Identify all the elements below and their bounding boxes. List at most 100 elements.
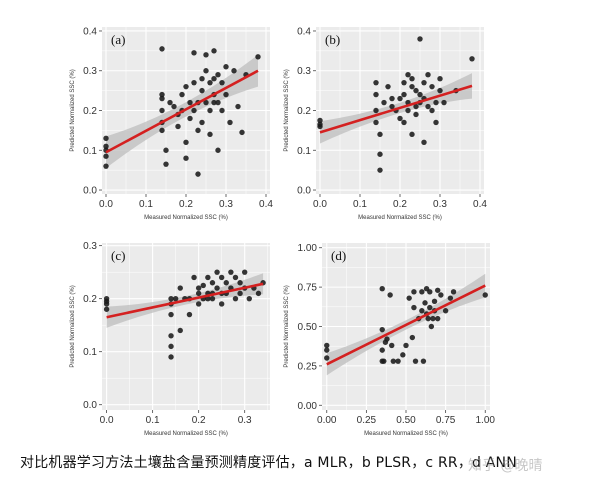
data-point (179, 91, 185, 98)
data-point (413, 87, 419, 94)
data-point (437, 75, 443, 82)
data-point (405, 107, 411, 114)
x-tick-label: 0.0 (313, 199, 327, 210)
data-point (406, 295, 412, 301)
y-tick-label: 0.0 (83, 400, 97, 411)
data-point (159, 107, 165, 114)
panel-a: 0.0 0.1 0.2 0.3 0.4 0.0 0.1 0.2 0.3 0.4 Measured N… (70, 26, 273, 221)
figure-caption: 对比机器学习方法土壤盐含量预测精度评估，a MLR，b PLSR，c RR，d … (20, 455, 517, 471)
data-point (223, 91, 229, 98)
panel-b: 0.0 0.1 0.2 0.3 0.4 0.0 0.1 0.2 0.3 0.4 Measured N… (284, 26, 487, 221)
data-point (417, 91, 423, 98)
data-point (168, 333, 174, 339)
data-point (437, 87, 443, 94)
y-tick-label: 0.3 (83, 241, 97, 252)
data-point (411, 289, 417, 295)
data-point (195, 127, 201, 134)
data-point (183, 139, 189, 146)
data-point (231, 68, 237, 74)
y-tick-label: 0.1 (83, 347, 97, 358)
data-point (255, 54, 261, 60)
data-point (433, 119, 439, 126)
y-tick-label: 0.3 (297, 66, 311, 77)
x-tick-label: 0.75 (436, 415, 456, 426)
x-tick-label: 0.3 (433, 199, 447, 210)
data-point (389, 95, 395, 102)
data-point (227, 119, 233, 126)
y-tick-label: 0.25 (298, 361, 318, 372)
data-point (218, 301, 225, 307)
data-point (199, 87, 205, 94)
data-point (199, 75, 205, 82)
data-point (379, 285, 385, 292)
data-point (409, 131, 415, 138)
data-point (215, 147, 221, 153)
data-point (405, 72, 411, 78)
data-point (200, 282, 206, 289)
x-tick-label: 0.2 (393, 199, 407, 210)
y-axis-label: Predicted Normalized SSC (%) (70, 285, 76, 367)
y-tick-label: 0.1 (83, 146, 97, 157)
data-point (187, 115, 193, 122)
data-point (219, 79, 225, 86)
panel-label: (b) (325, 32, 340, 47)
data-point (429, 107, 435, 114)
data-point (373, 107, 379, 114)
data-point (401, 79, 407, 86)
panel-label: (c) (111, 248, 125, 263)
data-point (400, 352, 406, 358)
data-point (427, 304, 433, 311)
data-point (191, 79, 197, 86)
data-point (163, 147, 169, 153)
data-point (103, 143, 109, 149)
data-point (223, 280, 229, 286)
data-point (417, 36, 423, 42)
data-point (469, 56, 475, 62)
data-point (167, 99, 173, 106)
y-tick-label: 0.0 (83, 186, 97, 197)
data-point (205, 274, 211, 281)
data-point (171, 103, 177, 110)
x-tick-label: 0.3 (219, 199, 233, 210)
data-point (168, 354, 174, 360)
data-point (373, 91, 379, 98)
panel-label: (d) (331, 248, 346, 263)
data-point (324, 355, 330, 361)
x-axis-label: Measured Normalized SSC (%) (144, 431, 228, 437)
data-point (172, 295, 179, 302)
data-point (228, 269, 234, 275)
data-point (246, 295, 252, 302)
data-point (207, 131, 213, 138)
data-point (409, 75, 415, 82)
y-tick-label: 0.4 (297, 26, 311, 37)
data-point (430, 315, 436, 322)
data-point (203, 68, 209, 74)
data-point (214, 285, 220, 291)
y-tick-label: 0.75 (298, 283, 318, 294)
data-point (373, 119, 379, 126)
data-point (397, 115, 403, 122)
data-point (159, 95, 165, 102)
data-point (191, 50, 197, 56)
data-point (215, 99, 221, 106)
data-point (428, 323, 435, 330)
data-point (177, 327, 183, 334)
regression-line (319, 84, 473, 134)
data-point (103, 163, 109, 169)
data-point (324, 347, 330, 353)
data-point (232, 274, 239, 281)
data-point (387, 292, 393, 298)
y-tick-label: 0.1 (297, 146, 311, 157)
data-point (103, 306, 110, 312)
data-point (168, 311, 174, 318)
data-point (390, 358, 397, 364)
data-point (447, 295, 454, 301)
data-point (429, 83, 435, 90)
data-point (211, 75, 217, 82)
data-point (203, 99, 209, 106)
x-axis-label: Measured Normalized SSC (%) (364, 431, 448, 437)
data-point (389, 103, 395, 110)
x-tick-label: 0.3 (238, 415, 252, 426)
y-tick-label: 0.2 (83, 294, 97, 305)
data-point (199, 119, 205, 126)
